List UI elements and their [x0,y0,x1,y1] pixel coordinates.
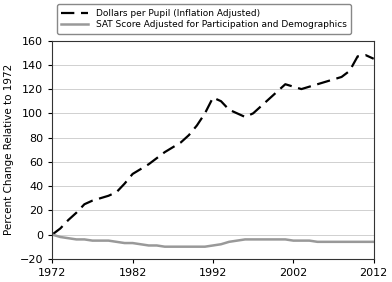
SAT Score Adjusted for Participation and Demographics [291,239,296,242]
Dollars per Pupil (Inflation Adjusted) [114,190,119,194]
Dollars per Pupil (Inflation Adjusted) [219,100,223,103]
Dollars per Pupil (Inflation Adjusted) [171,146,175,149]
Dollars per Pupil (Inflation Adjusted) [90,199,95,202]
Line: SAT Score Adjusted for Participation and Demographics: SAT Score Adjusted for Participation and… [52,235,374,247]
Dollars per Pupil (Inflation Adjusted) [371,57,376,60]
Dollars per Pupil (Inflation Adjusted) [130,172,135,176]
SAT Score Adjusted for Participation and Demographics [251,238,256,241]
SAT Score Adjusted for Participation and Demographics [106,239,111,242]
SAT Score Adjusted for Participation and Demographics [355,240,360,244]
Dollars per Pupil (Inflation Adjusted) [227,108,231,111]
SAT Score Adjusted for Participation and Demographics [315,240,320,244]
SAT Score Adjusted for Participation and Demographics [227,240,231,244]
Dollars per Pupil (Inflation Adjusted) [138,168,143,171]
SAT Score Adjusted for Participation and Demographics [162,245,167,248]
Dollars per Pupil (Inflation Adjusted) [154,157,159,160]
Dollars per Pupil (Inflation Adjusted) [267,97,272,100]
Dollars per Pupil (Inflation Adjusted) [299,87,304,91]
SAT Score Adjusted for Participation and Demographics [122,241,127,245]
Dollars per Pupil (Inflation Adjusted) [58,227,63,230]
Dollars per Pupil (Inflation Adjusted) [162,150,167,154]
Dollars per Pupil (Inflation Adjusted) [203,112,207,115]
SAT Score Adjusted for Participation and Demographics [211,244,215,247]
SAT Score Adjusted for Participation and Demographics [90,239,95,242]
SAT Score Adjusted for Participation and Demographics [58,235,63,239]
SAT Score Adjusted for Participation and Demographics [146,244,151,247]
Legend: Dollars per Pupil (Inflation Adjusted), SAT Score Adjusted for Participation and: Dollars per Pupil (Inflation Adjusted), … [57,4,351,34]
Dollars per Pupil (Inflation Adjusted) [347,69,352,72]
SAT Score Adjusted for Participation and Demographics [66,237,71,240]
SAT Score Adjusted for Participation and Demographics [243,238,247,241]
Y-axis label: Percent Change Relative to 1972: Percent Change Relative to 1972 [4,64,14,235]
SAT Score Adjusted for Participation and Demographics [178,245,183,248]
SAT Score Adjusted for Participation and Demographics [339,240,344,244]
SAT Score Adjusted for Participation and Demographics [130,241,135,245]
Dollars per Pupil (Inflation Adjusted) [275,90,279,93]
Dollars per Pupil (Inflation Adjusted) [74,211,79,214]
Dollars per Pupil (Inflation Adjusted) [355,55,360,58]
Dollars per Pupil (Inflation Adjusted) [82,202,87,206]
SAT Score Adjusted for Participation and Demographics [331,240,336,244]
Dollars per Pupil (Inflation Adjusted) [323,80,328,83]
SAT Score Adjusted for Participation and Demographics [323,240,328,244]
SAT Score Adjusted for Participation and Demographics [283,238,288,241]
SAT Score Adjusted for Participation and Demographics [138,243,143,246]
SAT Score Adjusted for Participation and Demographics [219,243,223,246]
Dollars per Pupil (Inflation Adjusted) [243,115,247,119]
SAT Score Adjusted for Participation and Demographics [347,240,352,244]
Dollars per Pupil (Inflation Adjusted) [50,233,54,236]
SAT Score Adjusted for Participation and Demographics [50,233,54,236]
Dollars per Pupil (Inflation Adjusted) [106,194,111,197]
SAT Score Adjusted for Participation and Demographics [194,245,199,248]
Dollars per Pupil (Inflation Adjusted) [235,112,240,115]
SAT Score Adjusted for Participation and Demographics [267,238,272,241]
SAT Score Adjusted for Participation and Demographics [275,238,279,241]
Dollars per Pupil (Inflation Adjusted) [307,85,312,88]
SAT Score Adjusted for Participation and Demographics [154,244,159,247]
SAT Score Adjusted for Participation and Demographics [187,245,191,248]
SAT Score Adjusted for Participation and Demographics [371,240,376,244]
Line: Dollars per Pupil (Inflation Adjusted): Dollars per Pupil (Inflation Adjusted) [52,55,374,235]
Dollars per Pupil (Inflation Adjusted) [291,85,296,88]
SAT Score Adjusted for Participation and Demographics [363,240,368,244]
Dollars per Pupil (Inflation Adjusted) [178,141,183,144]
SAT Score Adjusted for Participation and Demographics [203,245,207,248]
Dollars per Pupil (Inflation Adjusted) [211,96,215,99]
Dollars per Pupil (Inflation Adjusted) [194,124,199,127]
Dollars per Pupil (Inflation Adjusted) [331,78,336,81]
SAT Score Adjusted for Participation and Demographics [307,239,312,242]
SAT Score Adjusted for Participation and Demographics [235,239,240,242]
Dollars per Pupil (Inflation Adjusted) [251,112,256,115]
Dollars per Pupil (Inflation Adjusted) [122,182,127,185]
Dollars per Pupil (Inflation Adjusted) [339,75,344,79]
Dollars per Pupil (Inflation Adjusted) [98,197,103,200]
SAT Score Adjusted for Participation and Demographics [74,238,79,241]
Dollars per Pupil (Inflation Adjusted) [146,162,151,166]
Dollars per Pupil (Inflation Adjusted) [187,133,191,137]
Dollars per Pupil (Inflation Adjusted) [315,83,320,86]
SAT Score Adjusted for Participation and Demographics [98,239,103,242]
SAT Score Adjusted for Participation and Demographics [82,238,87,241]
Title: Texas Education Trends: Texas Education Trends [132,24,294,38]
SAT Score Adjusted for Participation and Demographics [114,240,119,244]
Dollars per Pupil (Inflation Adjusted) [283,83,288,86]
SAT Score Adjusted for Participation and Demographics [299,239,304,242]
Dollars per Pupil (Inflation Adjusted) [259,104,263,108]
Dollars per Pupil (Inflation Adjusted) [66,218,71,222]
SAT Score Adjusted for Participation and Demographics [171,245,175,248]
Dollars per Pupil (Inflation Adjusted) [363,54,368,57]
SAT Score Adjusted for Participation and Demographics [259,238,263,241]
